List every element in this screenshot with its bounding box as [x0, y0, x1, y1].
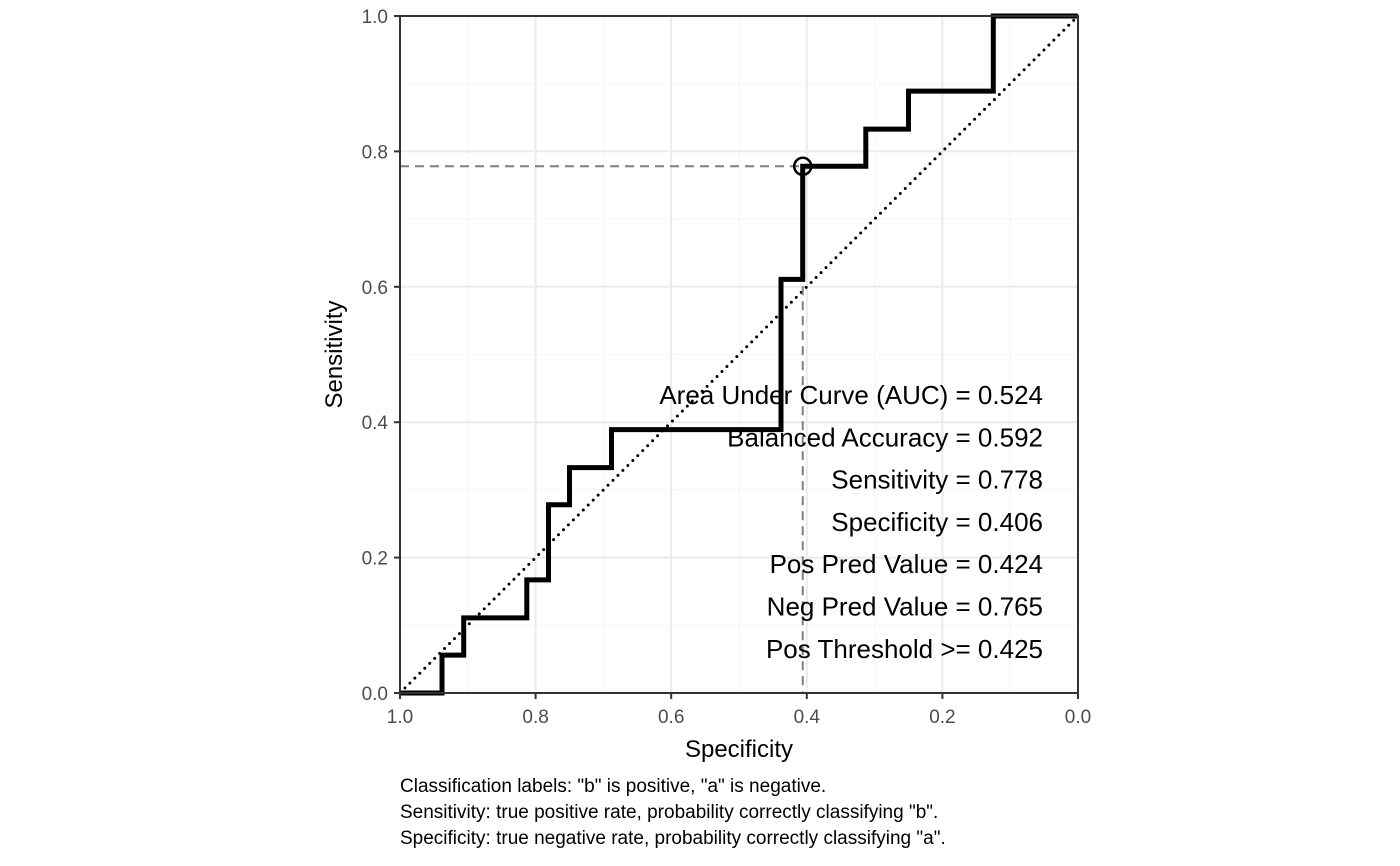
- x-tick-label: 1.0: [387, 707, 413, 728]
- x-tick-label: 0.0: [1065, 707, 1091, 728]
- y-tick-label: 0.0: [362, 684, 388, 705]
- axes: 1.0 0.8 0.6 0.4 0.2 0.0 0.0 0.2 0.4 0.6 0.8 1.0 Spec…: [321, 7, 1091, 763]
- panel-border: [399, 15, 1079, 694]
- stat-label: Specificity = 0.406: [831, 507, 1043, 537]
- stat-label: Sensitivity = 0.778: [831, 465, 1043, 495]
- stat-label: Pos Threshold >= 0.425: [766, 634, 1043, 664]
- caption-line: Sensitivity: true positive rate, probabi…: [400, 802, 939, 823]
- reference-diagonal: [398, 14, 1080, 695]
- stat-label: Neg Pred Value = 0.765: [767, 592, 1043, 622]
- reference-line-layer: [398, 14, 1080, 695]
- y-tick-label: 0.4: [362, 413, 389, 434]
- threshold-guides: [400, 165, 804, 693]
- x-axis-title: Specificity: [685, 736, 793, 763]
- y-axis-title: Sensitivity: [321, 300, 348, 408]
- caption: Classification labels: "b" is positive, …: [400, 774, 946, 852]
- x-tick-label: 0.6: [658, 707, 684, 728]
- y-tick-label: 1.0: [362, 7, 388, 28]
- roc-curve: [400, 13, 1078, 696]
- caption-line: Specificity: true negative rate, probabi…: [400, 828, 946, 849]
- y-tick-label: 0.8: [362, 142, 388, 163]
- panel-border-rect: [399, 15, 1079, 694]
- stat-label: Balanced Accuracy = 0.592: [727, 422, 1043, 452]
- y-tick-label: 0.2: [362, 549, 388, 570]
- x-tick-label: 0.8: [522, 707, 548, 728]
- y-tick-label: 0.6: [362, 278, 388, 299]
- x-tick-label: 0.2: [929, 707, 955, 728]
- x-tick-label: 0.4: [794, 707, 821, 728]
- caption-line: Classification labels: "b" is positive, …: [400, 776, 827, 797]
- stats-annotation: Area Under Curve (AUC) = 0.524 Balanced A…: [659, 380, 1043, 664]
- optimal-point-marker: [792, 156, 813, 177]
- stat-label: Pos Pred Value = 0.424: [770, 549, 1043, 579]
- stat-label: Area Under Curve (AUC) = 0.524: [659, 380, 1043, 410]
- roc-curve-layer: [400, 13, 1078, 696]
